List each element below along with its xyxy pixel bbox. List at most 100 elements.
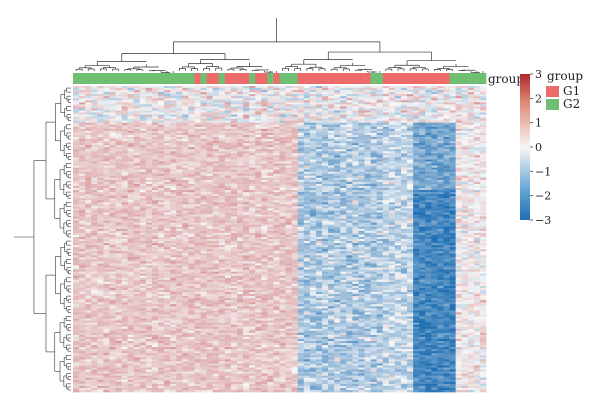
heatmap-cell: [371, 200, 377, 202]
heatmap-cell: [419, 145, 425, 147]
heatmap-cell: [128, 145, 134, 147]
heatmap-cell: [462, 102, 468, 104]
heatmap-cell: [413, 217, 419, 219]
heatmap-cell: [116, 119, 122, 121]
heatmap-cell: [219, 182, 225, 184]
heatmap-cell: [298, 159, 304, 161]
heatmap-cell: [219, 102, 225, 104]
heatmap-cell: [237, 178, 243, 180]
annotation-cell: [310, 73, 316, 84]
heatmap-cell: [79, 190, 85, 192]
heatmap-cell: [97, 155, 103, 157]
heatmap-cell: [170, 164, 176, 166]
heatmap-cell: [443, 212, 449, 214]
heatmap-cell: [164, 196, 170, 198]
heatmap-cell: [437, 137, 443, 139]
heatmap-cell: [134, 106, 140, 108]
heatmap-cell: [340, 137, 346, 139]
heatmap-cell: [182, 176, 188, 178]
heatmap-cell: [377, 217, 383, 219]
heatmap-cell: [456, 90, 462, 92]
annotation-cell: [468, 73, 474, 84]
heatmap-cell: [140, 102, 146, 104]
heatmap-cell: [128, 196, 134, 198]
heatmap-cell: [407, 141, 413, 143]
heatmap-cell: [261, 161, 267, 163]
heatmap-cell: [188, 168, 194, 170]
heatmap-cell: [395, 98, 401, 100]
heatmap-cell: [425, 117, 431, 119]
heatmap-cell: [358, 151, 364, 153]
heatmap-cell: [425, 151, 431, 153]
heatmap-cell: [273, 159, 279, 161]
heatmap-cell: [456, 92, 462, 94]
heatmap-cell: [280, 164, 286, 166]
heatmap-cell: [152, 135, 158, 137]
heatmap-cell: [328, 182, 334, 184]
heatmap-cell: [134, 145, 140, 147]
heatmap-cell: [443, 135, 449, 137]
heatmap-cell: [188, 192, 194, 194]
heatmap-cell: [243, 180, 249, 182]
heatmap-cell: [231, 153, 237, 155]
heatmap-cell: [249, 210, 255, 212]
heatmap-cell: [316, 204, 322, 206]
heatmap-cell: [450, 141, 456, 143]
heatmap-cell: [231, 180, 237, 182]
heatmap-cell: [316, 180, 322, 182]
heatmap-cell: [176, 208, 182, 210]
heatmap-cell: [304, 121, 310, 123]
heatmap-cell: [352, 133, 358, 135]
heatmap-cell: [79, 110, 85, 112]
heatmap-cell: [334, 121, 340, 123]
heatmap-cell: [358, 182, 364, 184]
heatmap-cell: [201, 149, 207, 151]
heatmap-cell: [340, 180, 346, 182]
heatmap-cell: [79, 123, 85, 125]
heatmap-cell: [231, 184, 237, 186]
heatmap-cell: [395, 196, 401, 198]
heatmap-cell: [322, 133, 328, 135]
heatmap-cell: [255, 141, 261, 143]
heatmap-cell: [79, 90, 85, 92]
heatmap-cell: [213, 182, 219, 184]
annotation-cell: [170, 73, 176, 84]
heatmap-cell: [419, 206, 425, 208]
heatmap-cell: [310, 117, 316, 119]
heatmap-cell: [456, 164, 462, 166]
heatmap-cell: [340, 147, 346, 149]
heatmap-cell: [358, 143, 364, 145]
heatmap-cell: [389, 143, 395, 145]
heatmap-cell: [425, 121, 431, 123]
heatmap-cell: [280, 161, 286, 163]
heatmap-cell: [383, 168, 389, 170]
heatmap-cell: [316, 202, 322, 204]
heatmap-cell: [122, 135, 128, 137]
heatmap-cell: [213, 129, 219, 131]
heatmap-cell: [134, 100, 140, 102]
heatmap-cell: [261, 204, 267, 206]
heatmap-cell: [474, 102, 480, 104]
heatmap-cell: [182, 210, 188, 212]
heatmap-cell: [395, 159, 401, 161]
heatmap-cell: [152, 96, 158, 98]
heatmap-cell: [480, 159, 486, 161]
heatmap-cell: [358, 135, 364, 137]
heatmap-cell: [462, 174, 468, 176]
heatmap-cell: [462, 133, 468, 135]
heatmap-cell: [103, 100, 109, 102]
heatmap-cell: [97, 113, 103, 115]
heatmap-cell: [365, 182, 371, 184]
heatmap-cell: [273, 170, 279, 172]
heatmap-cell: [158, 188, 164, 190]
heatmap-cell: [188, 184, 194, 186]
heatmap-cell: [383, 176, 389, 178]
heatmap-cell: [310, 125, 316, 127]
heatmap-cell: [419, 188, 425, 190]
heatmap-cell: [395, 206, 401, 208]
heatmap-cell: [182, 172, 188, 174]
heatmap-cell: [340, 98, 346, 100]
heatmap-cell: [468, 92, 474, 94]
heatmap-cell: [389, 206, 395, 208]
heatmap-cell: [304, 168, 310, 170]
